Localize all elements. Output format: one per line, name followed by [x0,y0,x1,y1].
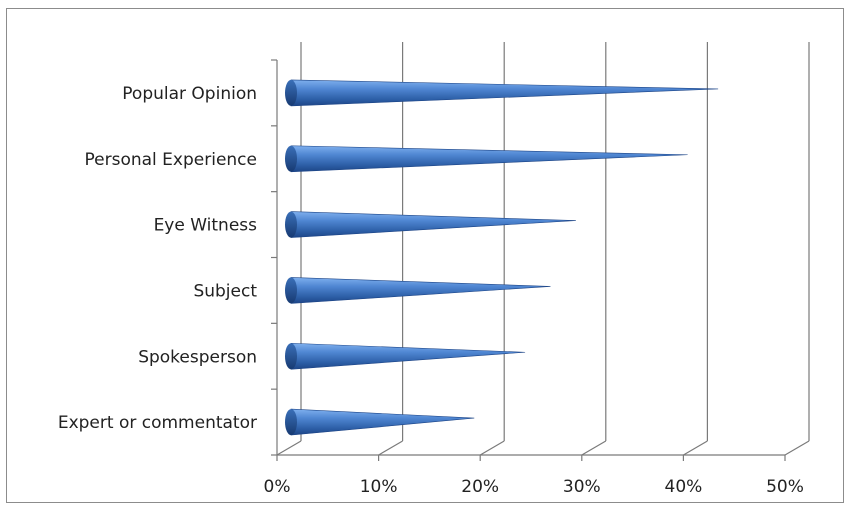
cone-base [285,277,297,304]
cone-body [290,277,551,304]
floor-gridline [784,440,810,456]
category-label: Subject [193,281,257,301]
cone-bar-spokesperson [285,342,526,370]
x-tick-label: 0% [264,477,291,497]
floor-gridline [683,440,708,456]
category-label: Popular Opinion [122,84,257,104]
category-label: Eye Witness [154,216,258,236]
category-label: Expert or commentator [58,413,257,433]
cone-base [285,211,297,238]
cone-bar-eye-witness [285,211,576,238]
cone-bar-expert-or-commentator [285,408,475,436]
cone-base [285,145,297,172]
cone-bar-subject [285,277,551,304]
cone-body [290,145,688,173]
x-tick-label: 50% [766,477,804,497]
cone-base [285,343,297,370]
cone-bar-popular-opinion [285,79,719,107]
cone-base [285,79,297,106]
x-tick-label: 30% [563,477,601,497]
cone-body [290,211,576,238]
floor-gridline [276,440,302,456]
floor-gridline [378,440,403,456]
floor-gridline [581,440,607,456]
category-label: Personal Experience [85,150,257,170]
x-tick-label: 10% [360,477,398,497]
cone-bar-personal-experience [285,145,688,173]
cone-body [290,342,526,370]
cone-body [290,408,475,436]
floor-gridline [479,440,505,456]
cone-base [285,409,297,436]
x-tick-label: 20% [461,477,499,497]
category-label: Spokesperson [138,347,257,367]
x-tick-label: 40% [665,477,703,497]
